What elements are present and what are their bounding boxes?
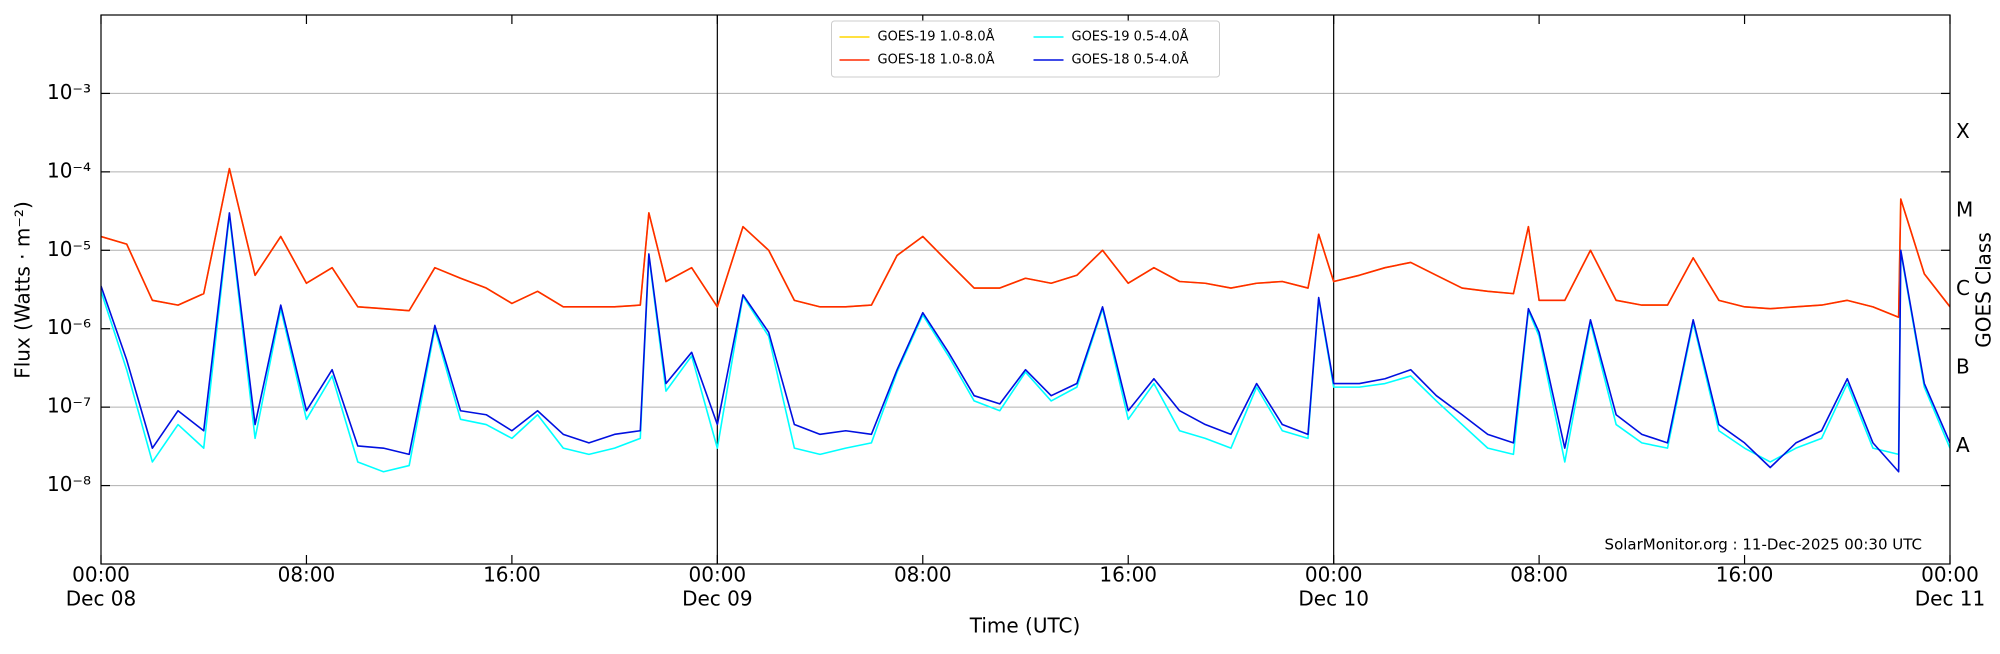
x-tick-label: 00:00 [689, 563, 747, 587]
y2-tick-label: C [1956, 276, 1970, 300]
y2-tick-label: B [1956, 354, 1970, 378]
series-line [101, 167, 1950, 319]
y2-axis-label: GOES Class [1972, 232, 1996, 348]
y-tick-label: 10⁻⁷ [47, 394, 91, 418]
x-tick-label: 00:00 [72, 563, 130, 587]
legend-label: GOES-18 0.5-4.0Å [1072, 52, 1189, 68]
x-tick-label: 08:00 [894, 563, 952, 587]
x-tick-label: 16:00 [483, 563, 541, 587]
y-axis-label: Flux (Watts · m⁻²) [11, 201, 35, 379]
legend-label: GOES-18 1.0-8.0Å [878, 52, 995, 68]
y-tick-label: 10⁻³ [47, 80, 91, 104]
y-tick-label: 10⁻⁵ [47, 237, 91, 261]
x-date-label: Dec 10 [1298, 587, 1369, 611]
plot-frame [100, 14, 1951, 565]
x-tick-label: 00:00 [1921, 563, 1979, 587]
x-date-label: Dec 08 [66, 587, 137, 611]
legend-label: GOES-19 0.5-4.0Å [1072, 29, 1189, 45]
x-axis-label: Time (UTC) [969, 614, 1081, 638]
y2-tick-label: M [1956, 198, 1973, 222]
x-date-label: Dec 09 [682, 587, 753, 611]
legend-box [831, 20, 1220, 78]
annotation: SolarMonitor.org : 11-Dec-2025 00:30 UTC [1605, 536, 1922, 554]
y2-tick-label: A [1956, 433, 1970, 457]
x-date-label: Dec 11 [1915, 587, 1986, 611]
y2-tick-label: X [1956, 119, 1970, 143]
x-tick-label: 08:00 [1510, 563, 1568, 587]
y-tick-label: 10⁻⁸ [47, 472, 91, 496]
y-tick-label: 10⁻⁶ [47, 315, 91, 339]
x-tick-label: 16:00 [1099, 563, 1157, 587]
series-line [101, 214, 1950, 473]
x-tick-label: 00:00 [1305, 563, 1363, 587]
series-line [101, 212, 1950, 473]
legend-label: GOES-19 1.0-8.0Å [878, 29, 995, 45]
x-tick-label: 08:00 [278, 563, 336, 587]
y-tick-label: 10⁻⁴ [47, 158, 91, 182]
x-tick-label: 16:00 [1716, 563, 1774, 587]
